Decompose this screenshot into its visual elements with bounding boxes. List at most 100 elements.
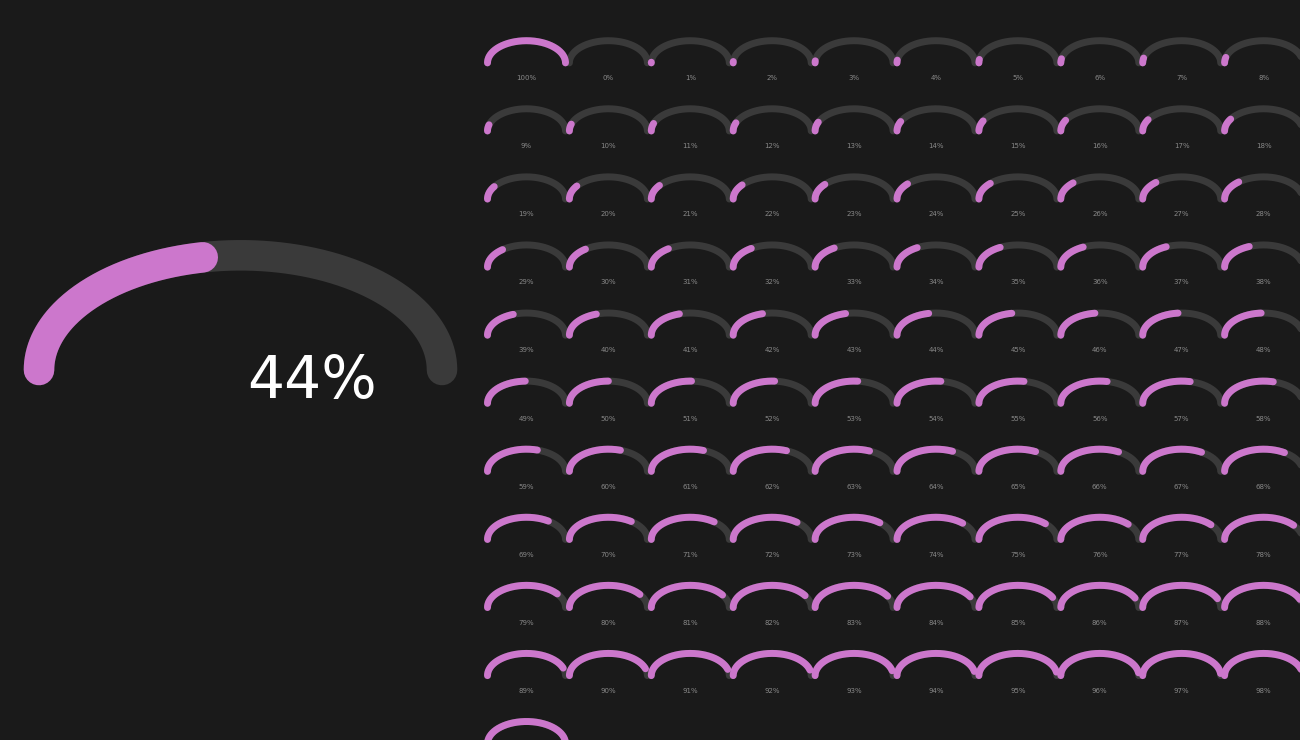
Text: 63%: 63%: [846, 484, 862, 490]
Text: 44%: 44%: [928, 347, 944, 354]
Text: 52%: 52%: [764, 415, 780, 422]
Text: 27%: 27%: [1174, 211, 1190, 218]
Text: 98%: 98%: [1256, 687, 1271, 694]
Text: 3%: 3%: [849, 75, 859, 81]
Text: 47%: 47%: [1174, 347, 1190, 354]
Text: 50%: 50%: [601, 415, 616, 422]
Text: 71%: 71%: [682, 552, 698, 558]
Text: 78%: 78%: [1256, 552, 1271, 558]
Text: 29%: 29%: [519, 279, 534, 286]
Text: 53%: 53%: [846, 415, 862, 422]
Text: 2%: 2%: [767, 75, 777, 81]
Text: 32%: 32%: [764, 279, 780, 286]
Text: 38%: 38%: [1256, 279, 1271, 286]
Text: 58%: 58%: [1256, 415, 1271, 422]
Text: 16%: 16%: [1092, 143, 1108, 149]
Text: 9%: 9%: [521, 143, 532, 149]
Text: 70%: 70%: [601, 552, 616, 558]
Text: 66%: 66%: [1092, 484, 1108, 490]
Text: 55%: 55%: [1010, 415, 1026, 422]
Text: 15%: 15%: [1010, 143, 1026, 149]
Text: 5%: 5%: [1013, 75, 1023, 81]
Text: 86%: 86%: [1092, 619, 1108, 626]
Text: 85%: 85%: [1010, 619, 1026, 626]
Text: 88%: 88%: [1256, 619, 1271, 626]
Text: 60%: 60%: [601, 484, 616, 490]
Text: 48%: 48%: [1256, 347, 1271, 354]
Text: 18%: 18%: [1256, 143, 1271, 149]
Text: 31%: 31%: [682, 279, 698, 286]
Text: 75%: 75%: [1010, 552, 1026, 558]
Text: 24%: 24%: [928, 211, 944, 218]
Text: 39%: 39%: [519, 347, 534, 354]
Text: 87%: 87%: [1174, 619, 1190, 626]
Text: 1%: 1%: [685, 75, 696, 81]
Text: 59%: 59%: [519, 484, 534, 490]
Text: 33%: 33%: [846, 279, 862, 286]
Text: 36%: 36%: [1092, 279, 1108, 286]
Text: 25%: 25%: [1010, 211, 1026, 218]
Text: 49%: 49%: [519, 415, 534, 422]
Text: 74%: 74%: [928, 552, 944, 558]
Text: 30%: 30%: [601, 279, 616, 286]
Text: 7%: 7%: [1176, 75, 1187, 81]
Text: 89%: 89%: [519, 687, 534, 694]
Text: 57%: 57%: [1174, 415, 1190, 422]
Text: 69%: 69%: [519, 552, 534, 558]
Text: 28%: 28%: [1256, 211, 1271, 218]
Text: 13%: 13%: [846, 143, 862, 149]
Text: 45%: 45%: [1010, 347, 1026, 354]
Text: 91%: 91%: [682, 687, 698, 694]
Text: 34%: 34%: [928, 279, 944, 286]
Text: 12%: 12%: [764, 143, 780, 149]
Text: 11%: 11%: [682, 143, 698, 149]
Text: 4%: 4%: [931, 75, 941, 81]
Text: 10%: 10%: [601, 143, 616, 149]
Text: 100%: 100%: [516, 75, 537, 81]
Text: 62%: 62%: [764, 484, 780, 490]
Text: 96%: 96%: [1092, 687, 1108, 694]
Text: 92%: 92%: [764, 687, 780, 694]
Text: 19%: 19%: [519, 211, 534, 218]
Text: 72%: 72%: [764, 552, 780, 558]
Text: 76%: 76%: [1092, 552, 1108, 558]
Text: 0%: 0%: [603, 75, 614, 81]
Text: 93%: 93%: [846, 687, 862, 694]
Text: 77%: 77%: [1174, 552, 1190, 558]
Text: 21%: 21%: [682, 211, 698, 218]
Text: 40%: 40%: [601, 347, 616, 354]
Text: 51%: 51%: [682, 415, 698, 422]
Text: 64%: 64%: [928, 484, 944, 490]
Text: 43%: 43%: [846, 347, 862, 354]
Text: 95%: 95%: [1010, 687, 1026, 694]
Text: 97%: 97%: [1174, 687, 1190, 694]
Text: 8%: 8%: [1258, 75, 1269, 81]
Text: 65%: 65%: [1010, 484, 1026, 490]
Text: 23%: 23%: [846, 211, 862, 218]
Text: 20%: 20%: [601, 211, 616, 218]
Text: 41%: 41%: [682, 347, 698, 354]
Text: 37%: 37%: [1174, 279, 1190, 286]
Text: 79%: 79%: [519, 619, 534, 626]
Text: 22%: 22%: [764, 211, 780, 218]
Text: 82%: 82%: [764, 619, 780, 626]
Text: 56%: 56%: [1092, 415, 1108, 422]
Text: 68%: 68%: [1256, 484, 1271, 490]
Text: 81%: 81%: [682, 619, 698, 626]
Text: 42%: 42%: [764, 347, 780, 354]
Text: 35%: 35%: [1010, 279, 1026, 286]
Text: 94%: 94%: [928, 687, 944, 694]
Text: 80%: 80%: [601, 619, 616, 626]
Text: 44%: 44%: [247, 352, 377, 410]
Text: 14%: 14%: [928, 143, 944, 149]
Text: 83%: 83%: [846, 619, 862, 626]
Text: 84%: 84%: [928, 619, 944, 626]
Text: 61%: 61%: [682, 484, 698, 490]
Text: 6%: 6%: [1095, 75, 1105, 81]
Text: 17%: 17%: [1174, 143, 1190, 149]
Text: 54%: 54%: [928, 415, 944, 422]
Text: 26%: 26%: [1092, 211, 1108, 218]
Text: 67%: 67%: [1174, 484, 1190, 490]
Text: 46%: 46%: [1092, 347, 1108, 354]
Text: 73%: 73%: [846, 552, 862, 558]
